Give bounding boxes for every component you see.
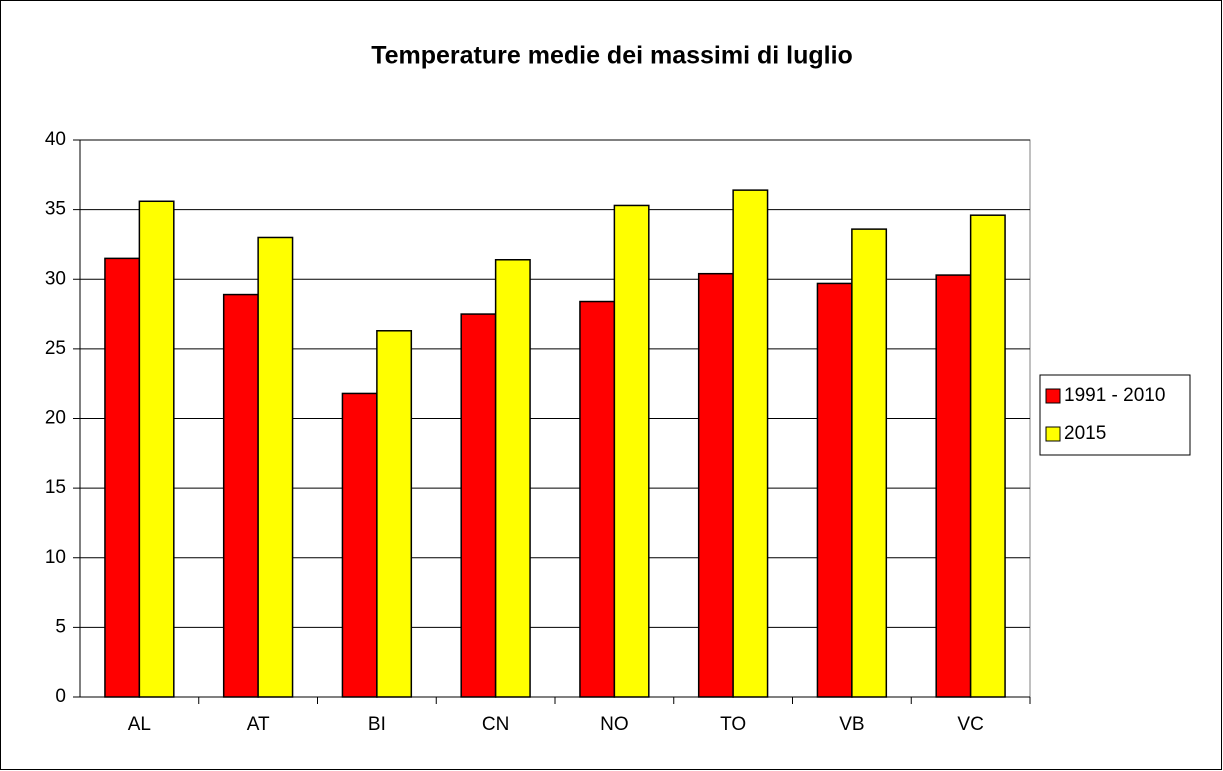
x-tick-label: AL	[128, 714, 151, 735]
y-tick-label: 15	[45, 477, 66, 498]
x-tick-label: AT	[247, 714, 270, 735]
bar	[969, 214, 1006, 698]
legend-label: 1991 - 2010	[1064, 385, 1165, 406]
bar	[732, 189, 769, 698]
chart-title: Temperature medie dei massimi di luglio	[371, 42, 853, 70]
bar	[851, 228, 888, 698]
bar	[104, 257, 141, 698]
bar	[494, 259, 531, 698]
x-tick-label: NO	[600, 714, 629, 735]
bar	[579, 300, 616, 698]
bar	[697, 272, 734, 698]
bar	[613, 204, 650, 698]
x-tick-label: VC	[957, 714, 983, 735]
legend-label: 2015	[1064, 423, 1106, 444]
x-tick-label: VB	[839, 714, 864, 735]
bar	[376, 330, 413, 698]
y-tick-label: 25	[45, 338, 66, 359]
x-tick-label: TO	[720, 714, 746, 735]
y-tick-label: 5	[55, 616, 66, 637]
y-tick-label: 40	[45, 129, 66, 150]
bar	[460, 313, 497, 698]
bar	[341, 392, 378, 698]
x-tick-label: BI	[368, 714, 386, 735]
y-tick-label: 20	[45, 408, 66, 429]
y-tick-label: 10	[45, 547, 66, 568]
bar	[138, 200, 175, 698]
bar	[257, 236, 294, 698]
bar	[222, 293, 259, 698]
bar	[816, 282, 853, 698]
x-tick-label: CN	[482, 714, 509, 735]
legend-swatch	[1045, 426, 1061, 442]
legend-box	[1039, 374, 1191, 456]
y-tick-label: 0	[55, 686, 66, 707]
y-tick-label: 30	[45, 268, 66, 289]
bar	[935, 274, 972, 698]
legend-swatch	[1045, 388, 1061, 404]
y-tick-label: 35	[45, 199, 66, 220]
